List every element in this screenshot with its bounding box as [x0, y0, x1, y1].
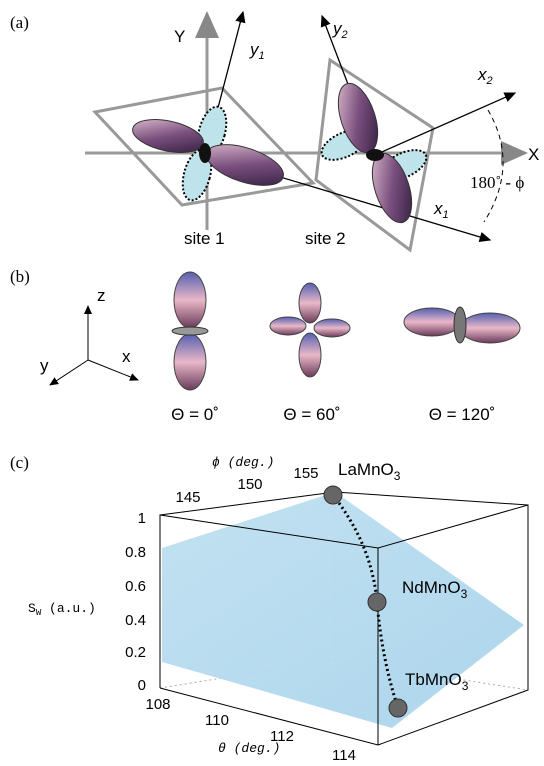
axis-title: ϕ (deg.) — [212, 455, 274, 470]
orbital-0 — [172, 272, 208, 390]
site-label: site 1 — [184, 229, 225, 248]
tick-label: 0.2 — [125, 644, 146, 661]
angle-arc — [484, 110, 503, 222]
panel-label: (c) — [10, 453, 29, 472]
axis-label: x — [122, 347, 131, 366]
tick-label: 114 — [332, 747, 356, 764]
panel-b: (b) z x y Θ = 0˚ Θ = 60˚ Θ = 120˚ — [10, 267, 520, 424]
tick-label: 108 — [145, 696, 170, 713]
tick-label: 0.4 — [125, 612, 146, 629]
axis-label: x2 — [477, 65, 493, 87]
panel-label: (b) — [10, 267, 30, 286]
panel-a: (a) Y X y1 y2 x2 x1 180˚ - ϕ site 1 site… — [10, 12, 539, 250]
tick-label: 155 — [293, 465, 318, 482]
theta-label: Θ = 0˚ — [171, 405, 219, 424]
orbital-120 — [404, 307, 520, 343]
surface — [162, 492, 524, 728]
axis-y — [50, 360, 88, 385]
axis-label: y1 — [249, 40, 265, 62]
theta-label: Θ = 60˚ — [283, 405, 340, 424]
tick-label: 0.6 — [125, 578, 146, 595]
axis-x — [88, 360, 138, 380]
orbital-60 — [270, 283, 350, 377]
point-label: LaMnO3 — [338, 460, 401, 483]
point-nd — [368, 593, 386, 611]
theta-label: Θ = 120˚ — [429, 405, 496, 424]
axis-title: SW (a.u.) — [28, 601, 96, 618]
tick-label: 0.8 — [125, 544, 146, 561]
panel-label: (a) — [10, 13, 29, 32]
axis-title: θ (deg.) — [218, 741, 280, 756]
angle-label: 180˚ - ϕ — [470, 173, 524, 192]
tick-label: 0 — [138, 677, 146, 694]
tick-label: 150 — [237, 476, 262, 493]
axis-label: z — [97, 286, 106, 305]
axis-label: y — [40, 356, 49, 375]
point-tb — [389, 699, 407, 717]
axis-label: y2 — [332, 19, 348, 41]
axis-label: x1 — [433, 199, 449, 221]
figure: (a) Y X y1 y2 x2 x1 180˚ - ϕ site 1 site… — [0, 0, 544, 766]
axis-label: Y — [174, 27, 185, 46]
point-la — [324, 486, 342, 504]
tick-label: 145 — [175, 489, 200, 506]
panel-c: (c) ϕ (deg.) 145 150 155 1 0.8 0.6 0.4 0… — [10, 453, 528, 764]
site-label: site 2 — [305, 229, 346, 248]
tick-label: 110 — [205, 712, 229, 729]
tick-label: 1 — [138, 510, 146, 527]
axis-label: X — [528, 145, 539, 164]
